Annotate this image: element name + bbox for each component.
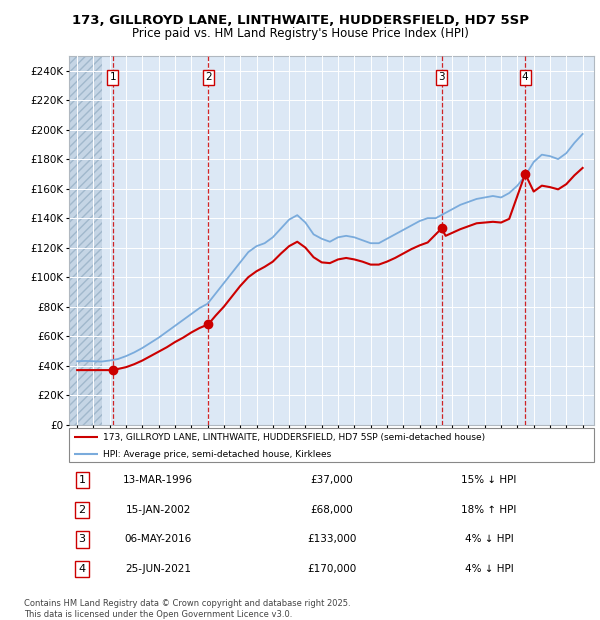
Text: 15-JAN-2002: 15-JAN-2002 — [125, 505, 191, 515]
Text: 4: 4 — [522, 73, 529, 82]
Text: 173, GILLROYD LANE, LINTHWAITE, HUDDERSFIELD, HD7 5SP: 173, GILLROYD LANE, LINTHWAITE, HUDDERSF… — [71, 14, 529, 27]
Text: 4: 4 — [79, 564, 86, 574]
Text: £133,000: £133,000 — [307, 534, 356, 544]
Text: 1: 1 — [79, 475, 86, 485]
Text: 1: 1 — [110, 73, 116, 82]
Text: 18% ↑ HPI: 18% ↑ HPI — [461, 505, 517, 515]
Text: HPI: Average price, semi-detached house, Kirklees: HPI: Average price, semi-detached house,… — [103, 450, 331, 459]
Text: 3: 3 — [79, 534, 86, 544]
Text: £68,000: £68,000 — [310, 505, 353, 515]
Bar — [69, 56, 101, 425]
Text: Price paid vs. HM Land Registry's House Price Index (HPI): Price paid vs. HM Land Registry's House … — [131, 27, 469, 40]
Text: 13-MAR-1996: 13-MAR-1996 — [123, 475, 193, 485]
Text: 173, GILLROYD LANE, LINTHWAITE, HUDDERSFIELD, HD7 5SP (semi-detached house): 173, GILLROYD LANE, LINTHWAITE, HUDDERSF… — [103, 433, 485, 442]
Text: 2: 2 — [79, 505, 86, 515]
Bar — [69, 56, 101, 425]
Text: £170,000: £170,000 — [307, 564, 356, 574]
Text: 2: 2 — [205, 73, 212, 82]
Text: 25-JUN-2021: 25-JUN-2021 — [125, 564, 191, 574]
Text: 15% ↓ HPI: 15% ↓ HPI — [461, 475, 517, 485]
Text: 06-MAY-2016: 06-MAY-2016 — [125, 534, 192, 544]
Text: £37,000: £37,000 — [310, 475, 353, 485]
FancyBboxPatch shape — [69, 428, 594, 462]
Text: Contains HM Land Registry data © Crown copyright and database right 2025.
This d: Contains HM Land Registry data © Crown c… — [24, 600, 350, 619]
Text: 4% ↓ HPI: 4% ↓ HPI — [464, 534, 514, 544]
Text: 4% ↓ HPI: 4% ↓ HPI — [464, 564, 514, 574]
Text: 3: 3 — [438, 73, 445, 82]
